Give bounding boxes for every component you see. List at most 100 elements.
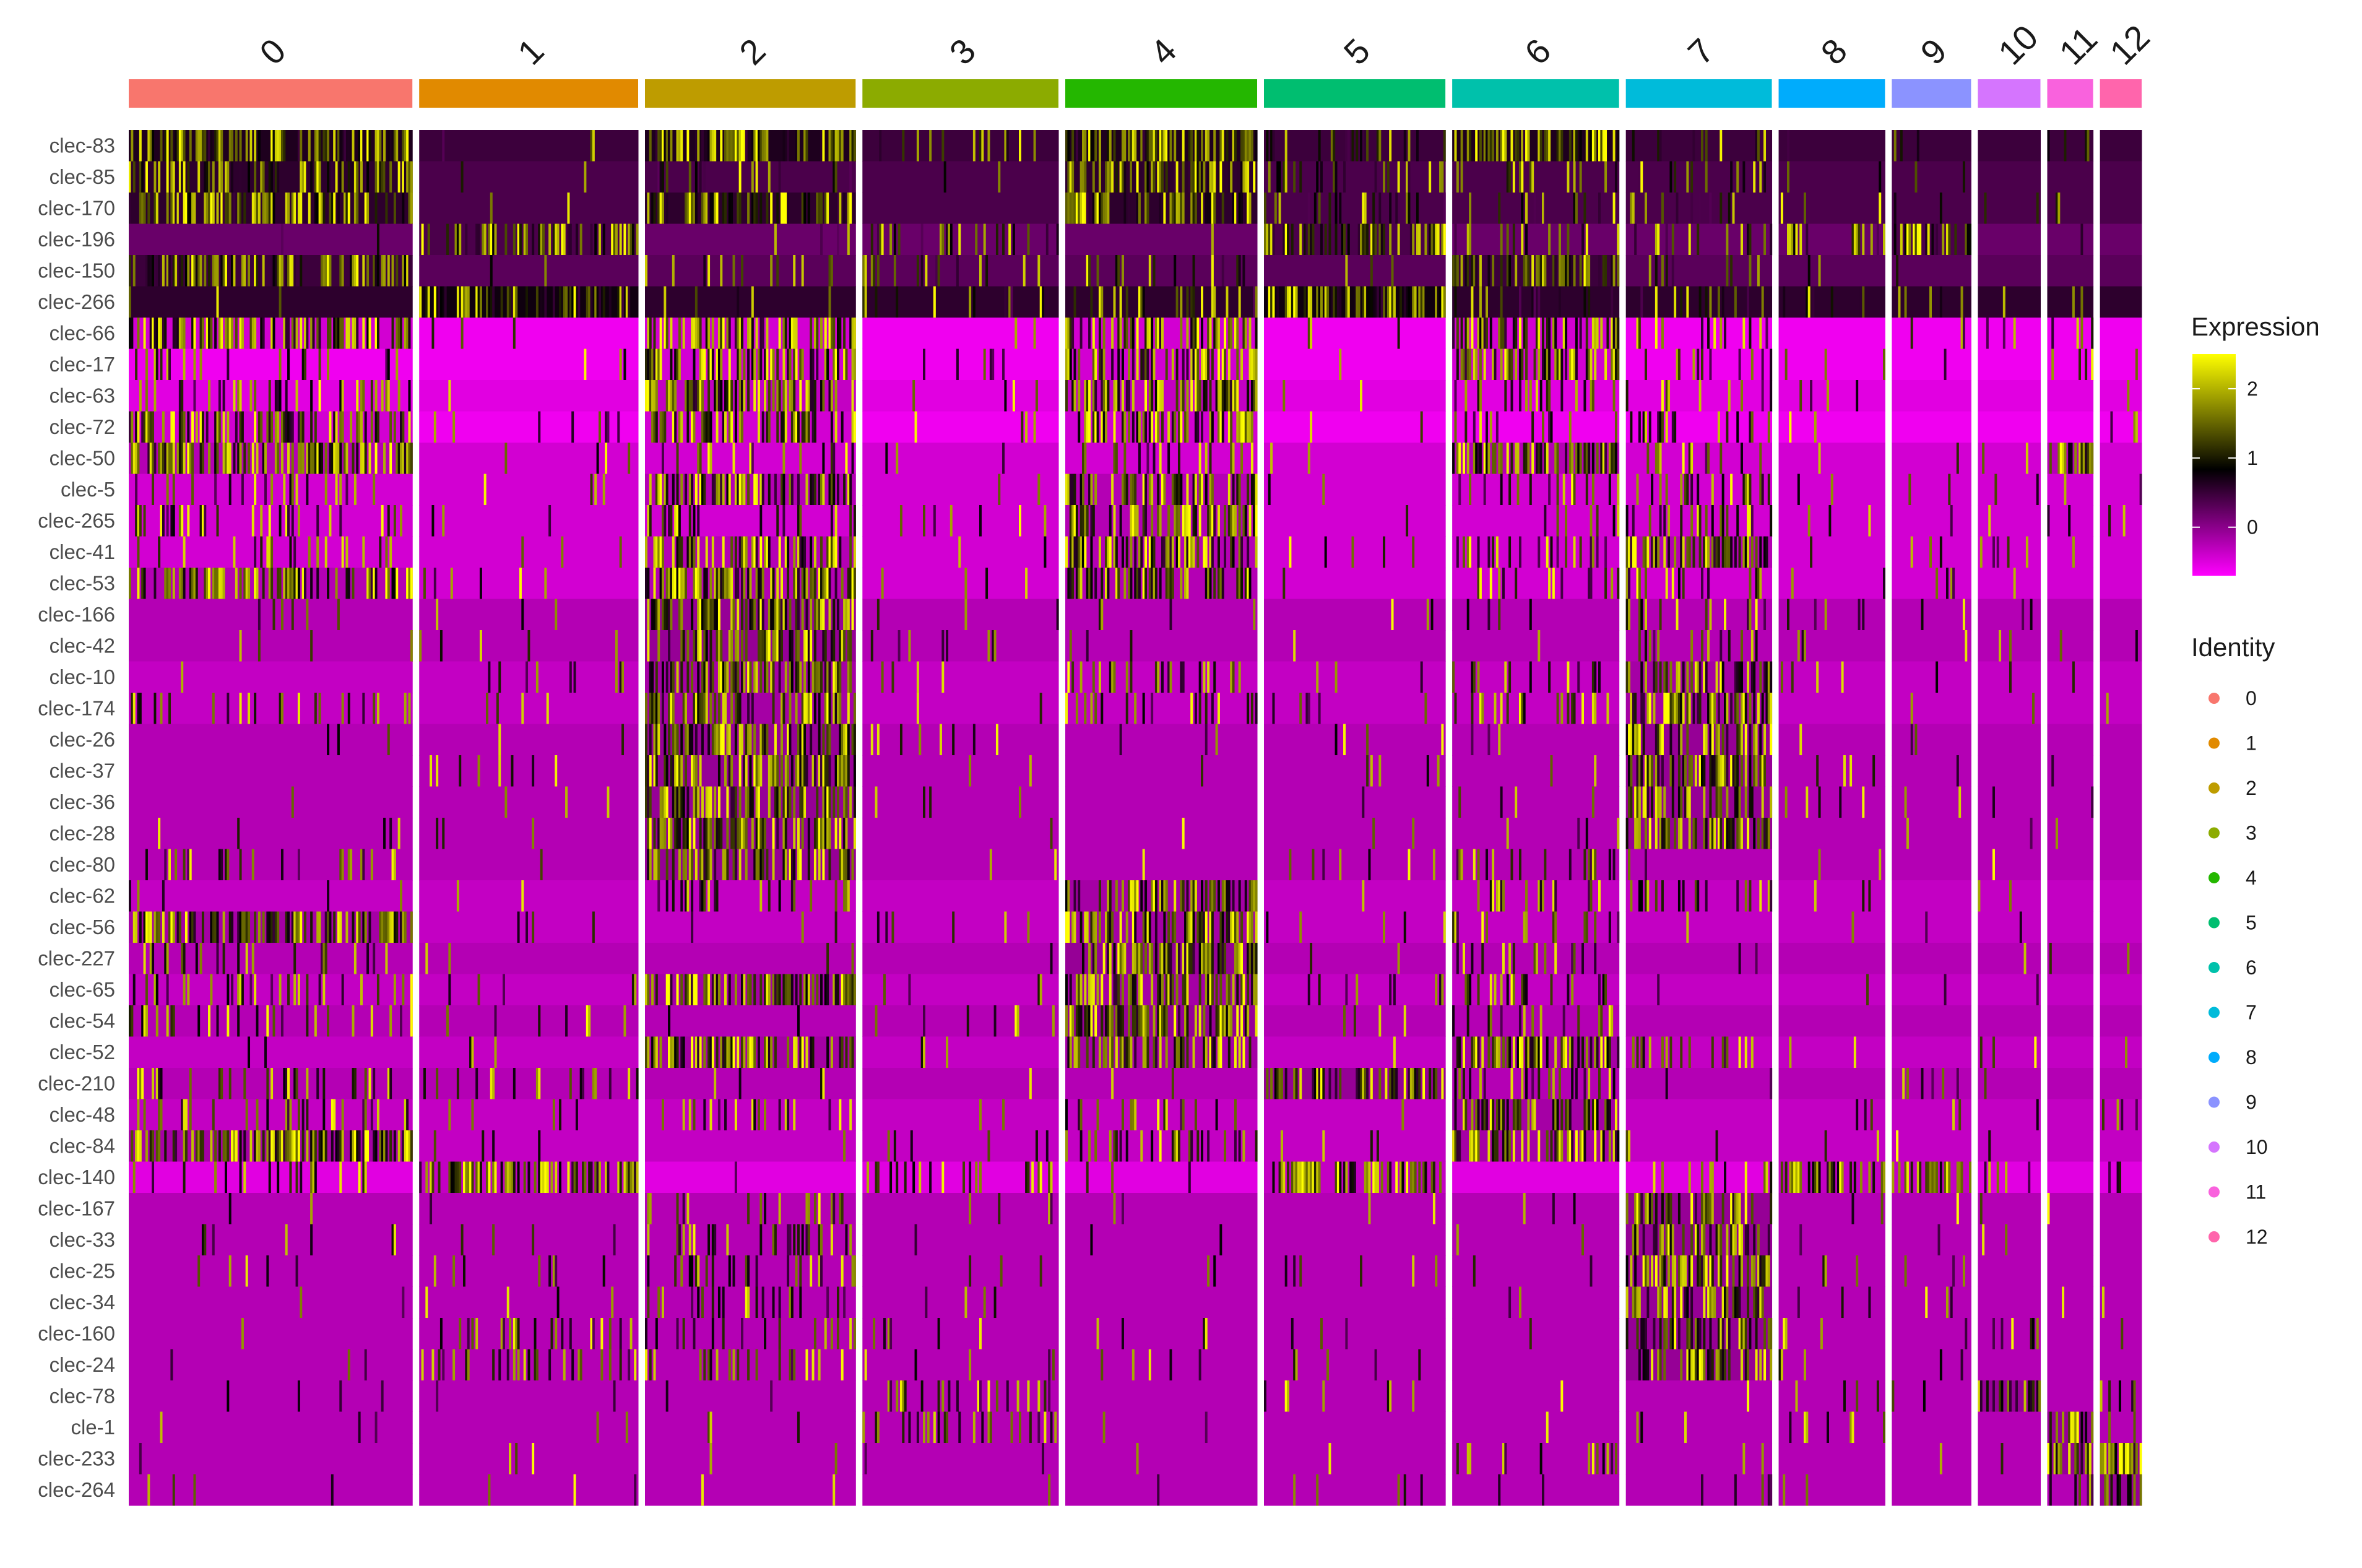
- heatmap-cell: [438, 1349, 441, 1381]
- heatmap-cell: [691, 1286, 694, 1319]
- heatmap-cell: [1221, 911, 1224, 943]
- heatmap-cell: [1065, 318, 1068, 349]
- heatmap-cell: [753, 724, 756, 756]
- heatmap-cell: [588, 286, 591, 318]
- heatmap-cell: [665, 974, 668, 1006]
- heatmap-cell: [688, 818, 691, 849]
- heatmap-cell: [1240, 568, 1244, 599]
- heatmap-cell: [283, 1130, 286, 1162]
- heatmap-cell: [697, 443, 700, 474]
- heatmap-cell: [987, 630, 990, 662]
- heatmap-cell: [183, 130, 186, 162]
- heatmap-cell: [1201, 193, 1204, 224]
- heatmap-cell: [1351, 1161, 1354, 1193]
- heatmap-cell: [393, 849, 396, 881]
- heatmap-cell: [218, 411, 221, 443]
- heatmap-cell: [933, 505, 936, 537]
- heatmap-cell: [1617, 223, 1620, 256]
- heatmap-cell: [1422, 286, 1425, 318]
- heatmap-cell: [368, 130, 371, 162]
- heatmap-cell: [376, 161, 379, 193]
- heatmap-cell: [204, 130, 207, 162]
- heatmap-cell: [751, 161, 754, 193]
- heatmap-cell: [461, 161, 464, 193]
- heatmap-cell: [711, 599, 714, 631]
- heatmap-cell: [747, 661, 750, 693]
- heatmap-cell: [764, 724, 767, 756]
- heatmap-cell: [655, 661, 658, 693]
- heatmap-cell: [1086, 380, 1089, 412]
- heatmap-cell: [776, 505, 779, 537]
- heatmap-cell: [310, 568, 313, 599]
- heatmap-cell: [1035, 1130, 1038, 1162]
- heatmap-cell: [1217, 693, 1220, 724]
- heatmap-cell: [674, 1036, 677, 1068]
- heatmap-cell: [1198, 943, 1201, 974]
- heatmap-cell: [1161, 536, 1164, 568]
- heatmap-cell: [851, 443, 854, 474]
- heatmap-cell: [893, 1130, 896, 1162]
- heatmap-cell: [709, 786, 712, 818]
- heatmap-cell: [1067, 911, 1070, 943]
- heatmap-cell: [659, 349, 662, 381]
- heatmap-cell: [787, 349, 790, 381]
- heatmap-cell: [408, 568, 411, 599]
- heatmap-cell: [1111, 474, 1114, 506]
- heatmap-cell: [1304, 223, 1306, 256]
- heatmap-cell: [1056, 223, 1059, 256]
- heatmap-row-bg: [129, 1255, 413, 1287]
- heatmap-cell: [1318, 1161, 1321, 1193]
- heatmap-cell: [170, 443, 173, 474]
- heatmap-cell: [801, 411, 804, 443]
- heatmap-row-bg: [419, 380, 639, 412]
- heatmap-cell: [716, 724, 719, 756]
- heatmap-cell: [406, 1099, 409, 1131]
- heatmap-cell: [764, 1193, 767, 1224]
- heatmap-cell: [160, 505, 163, 537]
- heatmap-cell: [189, 193, 192, 224]
- heatmap-cell: [1248, 943, 1252, 974]
- heatmap-cell: [665, 755, 668, 787]
- heatmap-cell: [920, 255, 924, 287]
- heatmap-cell: [1107, 130, 1110, 162]
- heatmap-cell: [709, 661, 712, 693]
- heatmap-cell: [674, 505, 677, 537]
- heatmap-cell: [851, 349, 854, 381]
- heatmap-cell: [143, 1005, 146, 1037]
- heatmap-cell: [941, 1161, 945, 1193]
- heatmap-cell: [1086, 630, 1089, 662]
- heatmap-cell: [847, 193, 850, 224]
- heatmap-cell: [558, 1099, 561, 1131]
- heatmap-cell: [766, 724, 769, 756]
- heatmap-cell: [770, 1036, 773, 1068]
- heatmap-cell: [1144, 911, 1148, 943]
- heatmap-cell: [408, 411, 411, 443]
- heatmap-cell: [830, 411, 833, 443]
- heatmap-cell: [368, 1068, 371, 1099]
- heatmap-cell: [1230, 911, 1233, 943]
- heatmap-cell: [280, 693, 283, 724]
- heatmap-cell: [743, 818, 746, 849]
- heatmap-cell: [191, 255, 194, 287]
- cluster-bar-7: [1625, 79, 1772, 108]
- heatmap-cell: [1426, 599, 1429, 631]
- heatmap-cell: [686, 724, 690, 756]
- heatmap-cell: [1136, 161, 1139, 193]
- heatmap-cell: [1140, 130, 1143, 162]
- heatmap-cell: [745, 536, 748, 568]
- heatmap-cell: [391, 255, 394, 287]
- heatmap-cell: [1270, 130, 1273, 162]
- heatmap-cell: [1067, 130, 1070, 162]
- heatmap-cell: [427, 223, 430, 256]
- heatmap-cell: [1439, 161, 1442, 193]
- heatmap-cell: [1397, 223, 1400, 256]
- heatmap-cell: [1253, 880, 1256, 912]
- heatmap-cell: [285, 1099, 288, 1131]
- heatmap-cell: [799, 661, 802, 693]
- heatmap-cell: [389, 443, 392, 474]
- heatmap-cell: [1264, 223, 1266, 256]
- heatmap-cell: [494, 1036, 497, 1068]
- heatmap-cell: [705, 818, 708, 849]
- heatmap-cell: [254, 568, 257, 599]
- heatmap-cell: [360, 411, 363, 443]
